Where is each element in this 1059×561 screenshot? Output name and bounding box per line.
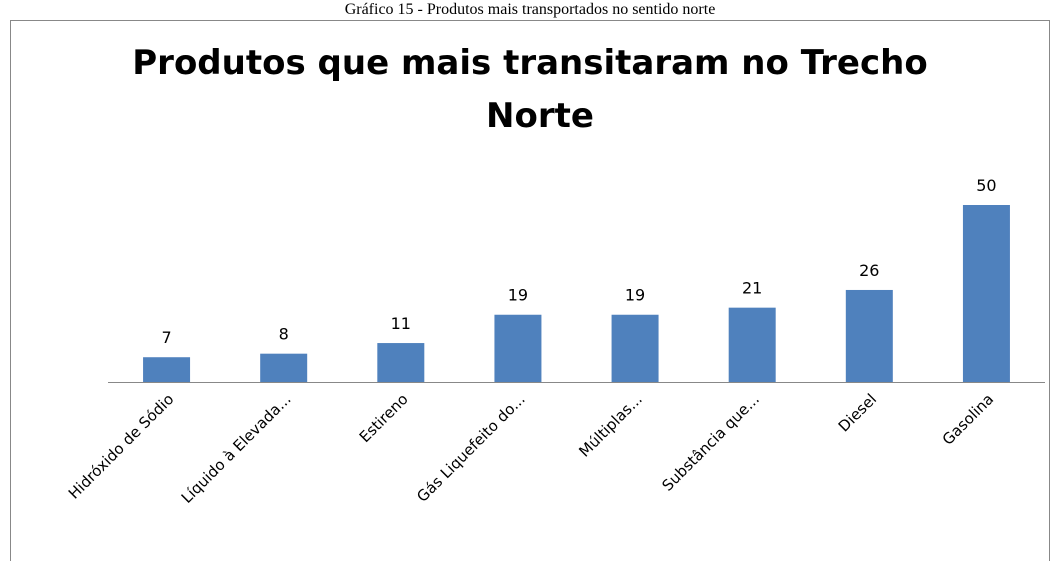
data-label: 26	[859, 261, 879, 280]
chart-title: Produtos que mais transitaram no Trecho	[132, 43, 927, 83]
caption: Gráfico 15 - Produtos mais transportados…	[345, 1, 716, 18]
data-label: 19	[625, 286, 645, 305]
chart-title: Norte	[486, 96, 594, 136]
bar	[143, 357, 191, 382]
data-label: 7	[161, 328, 171, 347]
bar	[962, 205, 1010, 382]
data-label: 50	[976, 176, 996, 195]
data-label: 8	[279, 325, 289, 344]
bar	[494, 314, 542, 382]
data-label: 21	[742, 279, 762, 298]
bar	[260, 353, 308, 382]
data-label: 11	[391, 314, 411, 333]
data-label: 19	[508, 286, 528, 305]
bar	[845, 289, 893, 382]
bar	[728, 307, 776, 382]
bar	[611, 314, 659, 382]
bar	[377, 343, 425, 382]
